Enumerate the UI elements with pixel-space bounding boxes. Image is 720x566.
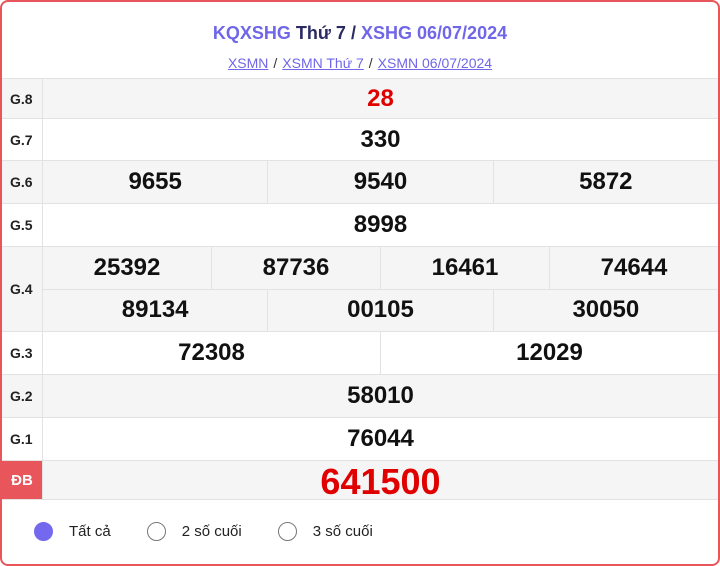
prize-row-g1: G.1 76044 bbox=[2, 417, 718, 460]
special-prize-number: 641500 bbox=[320, 461, 441, 502]
filter-label: Tất cả bbox=[69, 522, 111, 540]
prize-row-g5: G.5 8998 bbox=[2, 203, 718, 246]
special-prize-label: ĐB bbox=[2, 461, 43, 499]
prize-number: 9655 bbox=[128, 168, 182, 195]
prize-label: G.4 bbox=[2, 247, 43, 331]
prize-row-g4: G.4 25392 87736 16461 74644 89134 00105 … bbox=[2, 246, 718, 331]
prize-number: 89134 bbox=[121, 296, 189, 324]
prize-number: 12029 bbox=[380, 332, 718, 374]
title-separator: / bbox=[350, 23, 356, 43]
radio-selected-icon[interactable] bbox=[34, 521, 53, 541]
prize-number: 58010 bbox=[347, 382, 414, 409]
filter-last-2[interactable]: 2 số cuối bbox=[146, 521, 242, 541]
breadcrumb-xsmn-date[interactable]: XSMN 06/07/2024 bbox=[377, 55, 493, 71]
prize-label: G.7 bbox=[2, 119, 43, 160]
filter-label: 2 số cuối bbox=[181, 522, 242, 540]
prize-number: 30050 bbox=[492, 289, 718, 331]
filter-last-3[interactable]: 3 số cuối bbox=[277, 521, 373, 541]
prize-label: G.5 bbox=[2, 204, 43, 246]
prize-row-special: ĐB 641500 bbox=[2, 460, 718, 502]
prize-number: 9540 bbox=[267, 161, 492, 203]
prize-row-g2: G.2 58010 bbox=[2, 374, 718, 417]
prize-number: 8998 bbox=[353, 211, 408, 238]
prize-label: G.6 bbox=[2, 161, 43, 203]
prize-number: 87736 bbox=[211, 247, 380, 289]
prize-number: 00105 bbox=[267, 289, 492, 331]
breadcrumb-xsmn-day[interactable]: XSMN Thứ 7 bbox=[282, 55, 364, 71]
digit-filter: Tất cả 2 số cuối 3 số cuối bbox=[2, 500, 718, 562]
prize-number: 330 bbox=[360, 125, 401, 153]
title-day: Thứ 7 bbox=[295, 23, 346, 43]
prize-label: G.1 bbox=[2, 418, 43, 460]
breadcrumb-xsmn[interactable]: XSMN bbox=[227, 55, 269, 71]
prize-number: 5872 bbox=[492, 161, 718, 203]
filter-all[interactable]: Tất cả bbox=[34, 521, 111, 541]
prize-number: 74644 bbox=[549, 247, 718, 289]
prize-row-g6: G.6 9655 9540 5872 bbox=[2, 160, 718, 203]
prize-number: 72308 bbox=[178, 339, 245, 366]
prize-number: 76044 bbox=[347, 425, 414, 452]
breadcrumb: XSMN / XSMN Thứ 7/XSMN 06/07/2024 bbox=[2, 55, 718, 71]
prize-number: 16461 bbox=[380, 247, 549, 289]
breadcrumb-separator: / bbox=[368, 55, 373, 71]
header: KQXSHG Thứ 7 / XSHG 06/07/2024 XSMN / XSMN… bbox=[2, 2, 718, 78]
filter-label: 3 số cuối bbox=[312, 522, 373, 540]
prize-label: G.3 bbox=[2, 332, 43, 374]
breadcrumb-separator: / bbox=[273, 55, 278, 71]
prize-row-g3: G.3 72308 12029 bbox=[2, 331, 718, 374]
prize-label: G.8 bbox=[2, 79, 43, 118]
prize-label: G.2 bbox=[2, 375, 43, 417]
prize-number: 25392 bbox=[93, 253, 161, 281]
prize-row-g8: G.8 28 bbox=[2, 78, 718, 118]
title-date-link[interactable]: XSHG 06/07/2024 bbox=[361, 23, 508, 43]
page-title: KQXSHG Thứ 7 / XSHG 06/07/2024 bbox=[2, 2, 718, 44]
prize-row-g7: G.7 330 bbox=[2, 118, 718, 160]
radio-icon[interactable] bbox=[277, 521, 297, 541]
radio-icon[interactable] bbox=[146, 521, 166, 541]
title-link[interactable]: KQXSHG bbox=[212, 23, 291, 43]
prize-number: 28 bbox=[367, 84, 394, 112]
